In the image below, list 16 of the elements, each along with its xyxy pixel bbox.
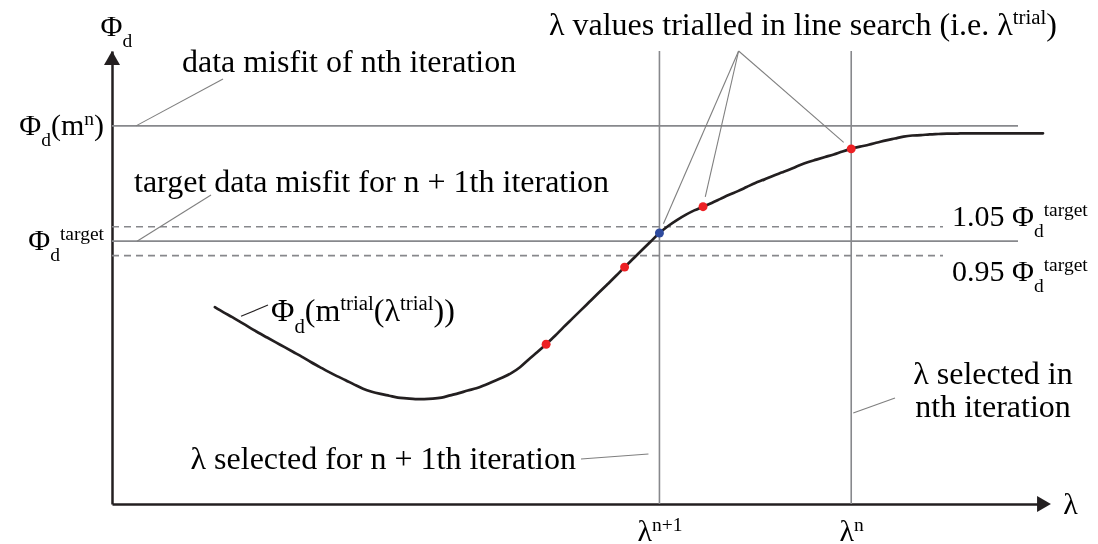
annotation: data misfit of nth iteration	[182, 43, 517, 79]
x-axis-title: λ	[1063, 486, 1079, 520]
annotation: λ selected for n + 1th iteration	[190, 440, 576, 476]
point	[654, 228, 664, 238]
ref-line-label: Φ$_{d}$(m$^{n}$)	[19, 107, 104, 150]
text: λ values trialled in line search (i.e. λ$^{trial}$)	[549, 4, 1057, 42]
annotation: target data misfit for n + 1th iteration	[134, 163, 610, 199]
annotation: λ selected in nth iteration	[913, 355, 1073, 424]
x-tick-label: λ$^{n}$	[839, 513, 865, 544]
x-tick-label: λ$^{n+1}$	[637, 513, 683, 544]
point	[620, 262, 630, 272]
point	[846, 144, 856, 154]
y-axis-title: Φ$_{d}$	[100, 8, 133, 50]
legend-label: Φ$_{d}$(m$^{trial}$(λ$^{trial}$))	[271, 290, 455, 337]
point	[698, 202, 708, 212]
point	[541, 339, 551, 349]
